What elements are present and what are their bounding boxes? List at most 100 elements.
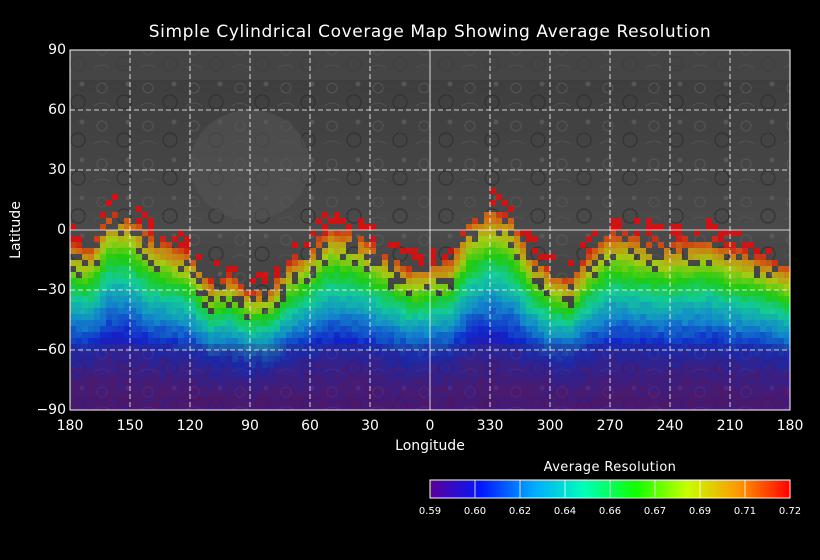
- coverage-cell: [208, 284, 214, 290]
- coverage-cell: [478, 248, 484, 254]
- coverage-cell: [436, 392, 442, 398]
- coverage-cell: [478, 230, 484, 236]
- coverage-cell: [634, 368, 640, 374]
- coverage-cell: [514, 404, 520, 410]
- coverage-cell: [628, 236, 634, 242]
- coverage-cell: [244, 332, 250, 338]
- coverage-cell: [598, 302, 604, 308]
- coverage-cell: [472, 392, 478, 398]
- coverage-cell: [580, 374, 586, 380]
- coverage-cell: [208, 368, 214, 374]
- coverage-cell: [208, 386, 214, 392]
- coverage-cell: [298, 338, 304, 344]
- coverage-cell: [382, 392, 388, 398]
- coverage-cell: [736, 386, 742, 392]
- coverage-cell: [514, 380, 520, 386]
- coverage-cell: [646, 272, 652, 278]
- coverage-cell: [100, 356, 106, 362]
- coverage-cell: [520, 392, 526, 398]
- coverage-cell: [256, 368, 262, 374]
- coverage-cell: [256, 332, 262, 338]
- coverage-cell: [292, 308, 298, 314]
- coverage-cell: [646, 362, 652, 368]
- coverage-cell: [286, 404, 292, 410]
- coverage-cell: [736, 356, 742, 362]
- coverage-cell: [148, 290, 154, 296]
- coverage-cell: [106, 230, 112, 236]
- coverage-cell: [562, 380, 568, 386]
- coverage-cell: [496, 260, 502, 266]
- coverage-cell: [184, 320, 190, 326]
- coverage-cell: [388, 368, 394, 374]
- coverage-cell: [730, 326, 736, 332]
- coverage-cell: [328, 380, 334, 386]
- coverage-cell: [478, 260, 484, 266]
- coverage-cell: [154, 392, 160, 398]
- coverage-cell: [76, 356, 82, 362]
- coverage-cell: [286, 362, 292, 368]
- coverage-cell: [592, 332, 598, 338]
- coverage-cell: [466, 314, 472, 320]
- coverage-cell: [472, 374, 478, 380]
- coverage-cell: [424, 308, 430, 314]
- coverage-cell: [142, 398, 148, 404]
- coverage-cell: [682, 362, 688, 368]
- coverage-cell: [208, 290, 214, 296]
- coverage-cell: [400, 320, 406, 326]
- coverage-cell: [460, 404, 466, 410]
- coverage-cell: [622, 278, 628, 284]
- coverage-cell: [196, 344, 202, 350]
- coverage-cell: [682, 266, 688, 272]
- coverage-cell: [142, 326, 148, 332]
- coverage-cell: [274, 404, 280, 410]
- coverage-cell: [160, 308, 166, 314]
- coverage-cell: [766, 392, 772, 398]
- coverage-cell: [130, 254, 136, 260]
- coverage-cell: [244, 326, 250, 332]
- coverage-cell: [610, 266, 616, 272]
- coverage-cell: [616, 302, 622, 308]
- coverage-cell: [412, 308, 418, 314]
- coverage-cell: [706, 320, 712, 326]
- coverage-cell: [484, 308, 490, 314]
- coverage-cell: [268, 344, 274, 350]
- coverage-cell: [628, 344, 634, 350]
- coverage-cell: [622, 296, 628, 302]
- coverage-cell: [256, 356, 262, 362]
- coverage-cell: [160, 320, 166, 326]
- coverage-cell: [580, 362, 586, 368]
- coverage-cell: [82, 266, 88, 272]
- coverage-cell: [154, 386, 160, 392]
- coverage-cell: [430, 290, 436, 296]
- coverage-cell: [208, 398, 214, 404]
- coverage-cell: [382, 350, 388, 356]
- coverage-cell: [418, 272, 424, 278]
- coverage-cell: [454, 278, 460, 284]
- coverage-cell: [628, 302, 634, 308]
- coverage-cell: [478, 290, 484, 296]
- coverage-cell: [484, 350, 490, 356]
- coverage-cell: [760, 290, 766, 296]
- coverage-cell: [436, 302, 442, 308]
- coverage-cell: [136, 308, 142, 314]
- coverage-cell: [262, 314, 268, 320]
- coverage-cell: [178, 344, 184, 350]
- coverage-cell: [730, 338, 736, 344]
- coverage-cell: [328, 266, 334, 272]
- coverage-cell: [670, 278, 676, 284]
- coverage-cell: [634, 296, 640, 302]
- coverage-cell: [640, 386, 646, 392]
- coverage-cell: [118, 278, 124, 284]
- coverage-cell: [70, 236, 76, 242]
- coverage-cell: [190, 368, 196, 374]
- coverage-cell: [574, 368, 580, 374]
- coverage-cell: [358, 278, 364, 284]
- coverage-cell: [220, 278, 226, 284]
- coverage-cell: [664, 374, 670, 380]
- coverage-cell: [748, 332, 754, 338]
- coverage-cell: [502, 212, 508, 218]
- coverage-cell: [214, 380, 220, 386]
- coverage-cell: [298, 278, 304, 284]
- colorbar-tick-label: 0.60: [463, 506, 487, 517]
